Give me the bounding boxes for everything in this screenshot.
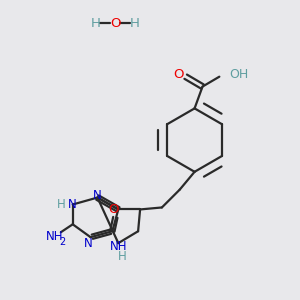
- Text: O: O: [173, 68, 184, 81]
- Text: N: N: [68, 198, 77, 211]
- Text: N: N: [93, 189, 102, 202]
- Text: NH: NH: [46, 230, 64, 243]
- Text: H: H: [56, 198, 65, 211]
- Text: H: H: [130, 17, 140, 30]
- Text: O: O: [110, 17, 121, 30]
- Text: O: O: [108, 203, 119, 216]
- Text: 2: 2: [60, 237, 66, 247]
- Text: NH: NH: [110, 240, 127, 253]
- Text: N: N: [84, 237, 93, 250]
- Text: H: H: [91, 17, 100, 30]
- Text: OH: OH: [229, 68, 248, 81]
- Text: H: H: [118, 250, 127, 262]
